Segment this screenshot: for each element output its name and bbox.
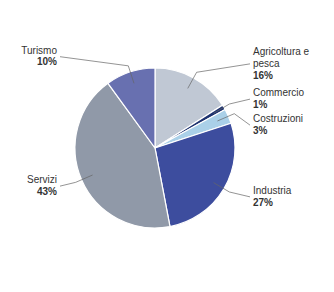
category-label-line: Costruzioni <box>253 113 303 124</box>
leader-line <box>60 57 134 84</box>
chart: Agricoltura epesca16% Commercio1% Costruzi… <box>0 0 334 292</box>
category-label-line: Commercio <box>253 87 305 98</box>
slice <box>108 68 155 148</box>
category-label-line: pesca <box>253 58 280 69</box>
category-label-line: Industria <box>253 185 292 196</box>
category-label: Turismo <box>21 44 57 55</box>
pie: Agricoltura epesca16% Commercio1% Costruzi… <box>21 44 309 228</box>
value-label: 27% <box>253 197 273 208</box>
value-label: 43% <box>37 186 57 197</box>
value-label: 16% <box>253 70 273 81</box>
slice <box>75 83 170 228</box>
category-label-line: Turismo <box>21 44 57 55</box>
leader-line <box>60 175 93 186</box>
leader-line <box>188 64 250 89</box>
value-label: 10% <box>37 56 57 67</box>
category-label-line: Agricoltura e <box>253 46 310 57</box>
category-label: Commercio <box>253 87 305 98</box>
leader-line <box>214 183 250 197</box>
value-label: 1% <box>253 99 268 110</box>
category-label: Agricoltura epesca <box>253 46 310 69</box>
category-label-line: Servizi <box>27 174 57 185</box>
slices <box>75 68 235 228</box>
category-label: Industria <box>253 185 292 196</box>
labels: Agricoltura epesca16% Commercio1% Costruzi… <box>21 44 309 207</box>
value-label: 3% <box>253 125 268 136</box>
category-label: Servizi <box>27 174 57 185</box>
category-label: Costruzioni <box>253 113 303 124</box>
leader-line <box>217 114 250 125</box>
leader-line <box>214 99 250 113</box>
